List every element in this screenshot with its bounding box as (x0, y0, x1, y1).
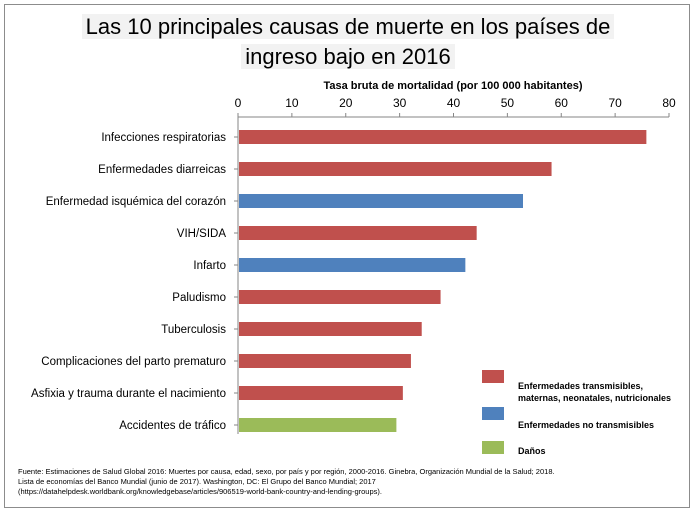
x-tick-label: 70 (608, 96, 622, 110)
category-label: Infecciones respiratorias (101, 132, 226, 144)
bar (239, 290, 441, 304)
category-label: VIH/SIDA (177, 228, 227, 240)
legend-swatch-noncommunicable (482, 407, 504, 420)
x-tick-label: 60 (555, 96, 569, 110)
bar (239, 418, 397, 432)
bar (239, 226, 477, 240)
bar (239, 386, 403, 400)
legend-label-injuries: Daños (518, 446, 546, 456)
category-label: Accidentes de tráfico (119, 420, 226, 432)
x-tick-label: 80 (662, 96, 676, 110)
bar (239, 354, 411, 368)
bar (239, 162, 552, 176)
category-label: Complicaciones del parto prematuro (41, 356, 226, 368)
bar (239, 194, 523, 208)
category-label: Paludismo (172, 292, 226, 304)
x-tick-label: 10 (285, 96, 299, 110)
legend-swatch-transmissible (482, 370, 504, 383)
x-axis-label: Tasa bruta de mortalidad (por 100 000 ha… (323, 80, 583, 92)
x-tick-label: 20 (339, 96, 353, 110)
chart-title-line-2: ingreso bajo en 2016 (0, 44, 696, 70)
chart-frame (4, 4, 690, 508)
category-label: Enfermedad isquémica del corazón (46, 196, 226, 208)
source-note: Fuente: Estimaciones de Salud Global 201… (18, 467, 555, 497)
chart-title-line-1: Las 10 principales causas de muerte en l… (0, 14, 696, 40)
category-label: Infarto (193, 260, 226, 272)
legend-label-noncommunicable: Enfermedades no transmisibles (518, 420, 655, 430)
source-line: Fuente: Estimaciones de Salud Global 201… (18, 467, 555, 476)
category-label: Asfixia y trauma durante el nacimiento (31, 388, 226, 400)
category-label: Tuberculosis (161, 324, 226, 336)
bar (239, 258, 466, 272)
x-tick-label: 0 (235, 96, 242, 110)
x-tick-label: 40 (447, 96, 461, 110)
x-tick-label: 30 (393, 96, 407, 110)
source-line: (https://datahelpdesk.worldbank.org/know… (18, 487, 382, 496)
category-label: Enfermedades diarreicas (98, 164, 226, 176)
bar (239, 322, 422, 336)
legend-swatch-injuries (482, 441, 504, 454)
legend-label-transmissible: Enfermedades transmisibles, maternas, ne… (518, 381, 672, 403)
x-tick-label: 50 (501, 96, 515, 110)
bar (239, 130, 647, 144)
source-line: Lista de economías del Banco Mundial (ju… (18, 477, 376, 486)
